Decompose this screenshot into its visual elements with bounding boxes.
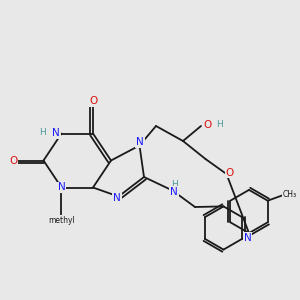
Text: O: O — [203, 119, 212, 130]
Text: N: N — [113, 193, 121, 203]
Text: methyl: methyl — [48, 216, 75, 225]
Text: CH₃: CH₃ — [283, 190, 297, 199]
Text: N: N — [136, 137, 144, 147]
Text: N: N — [58, 182, 65, 193]
Text: H: H — [172, 180, 178, 189]
Text: O: O — [225, 167, 234, 178]
Text: N: N — [52, 128, 60, 139]
Text: O: O — [9, 155, 18, 166]
Text: H: H — [216, 120, 223, 129]
Text: N: N — [170, 187, 178, 197]
Text: N: N — [244, 233, 251, 243]
Text: O: O — [89, 96, 97, 106]
Text: H: H — [40, 128, 46, 137]
